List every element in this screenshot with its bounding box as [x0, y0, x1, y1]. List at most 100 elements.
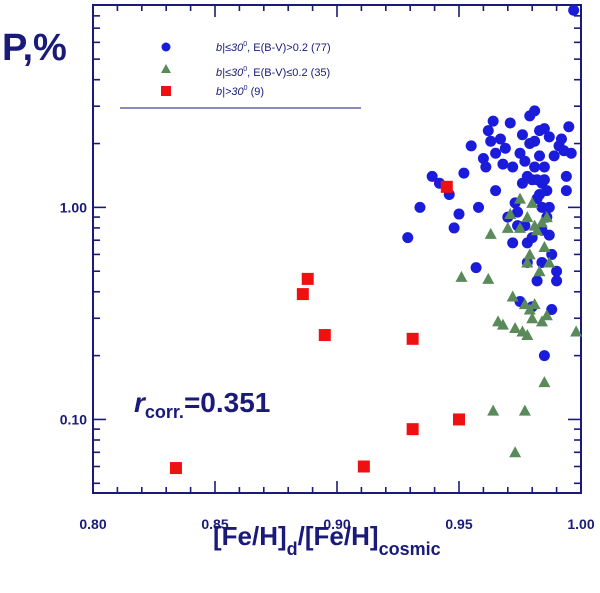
data-point-triangle — [526, 312, 539, 324]
data-point-circle — [470, 262, 482, 274]
data-point-triangle — [538, 376, 551, 388]
data-point-square — [169, 462, 182, 475]
data-points — [169, 4, 583, 475]
data-point-circle — [458, 167, 470, 179]
data-point-triangle — [526, 196, 539, 208]
data-point-circle — [538, 161, 550, 173]
data-point-triangle — [484, 227, 497, 239]
x-axis-label: [Fe/H]d/[Fe/H]cosmic — [213, 521, 441, 559]
data-point-circle — [551, 275, 563, 287]
data-point-circle — [529, 105, 541, 117]
x-tick-label: 0.90 — [323, 516, 350, 532]
data-point-circle — [534, 150, 546, 162]
data-point-square — [406, 332, 419, 345]
data-point-triangle — [504, 208, 517, 220]
x-tick-label: 0.85 — [201, 516, 228, 532]
data-point-circle — [555, 133, 567, 145]
data-point-circle — [560, 170, 572, 182]
data-point-triangle — [535, 315, 548, 327]
data-point-triangle — [521, 211, 534, 223]
data-point-square — [296, 288, 309, 301]
data-point-circle — [551, 265, 563, 277]
legend-marker-circle — [161, 42, 171, 52]
legend-marker-square — [161, 86, 171, 96]
data-point-circle — [543, 131, 555, 143]
data-point-circle — [538, 350, 550, 362]
data-point-circle — [543, 229, 555, 241]
data-point-circle — [568, 4, 580, 16]
data-point-circle — [426, 170, 438, 182]
data-point-circle — [565, 147, 577, 159]
data-point-square — [357, 460, 370, 473]
y-tick-label: 0.10 — [60, 411, 87, 427]
data-point-circle — [512, 206, 524, 218]
data-point-circle — [465, 140, 477, 152]
data-point-circle — [531, 275, 543, 287]
x-tick-label: 0.95 — [445, 516, 472, 532]
data-point-circle — [546, 303, 558, 315]
data-point-triangle — [506, 290, 519, 302]
data-point-triangle — [521, 329, 534, 341]
data-point-square — [440, 180, 453, 193]
x-tick-label: 0.80 — [79, 516, 106, 532]
data-point-circle — [487, 115, 499, 127]
data-point-triangle — [496, 318, 509, 330]
data-point-circle — [560, 185, 572, 197]
data-point-circle — [448, 222, 460, 234]
data-point-triangle — [523, 248, 536, 260]
data-point-circle — [548, 150, 560, 162]
data-point-triangle — [509, 446, 522, 458]
data-point-circle — [507, 237, 519, 249]
data-point-triangle — [570, 325, 583, 337]
legend-marker-triangle — [161, 64, 171, 73]
legend-entry-1: b|≤300, E(B-V)>0.2 (77) — [216, 41, 331, 54]
data-point-circle — [507, 161, 519, 173]
data-point-triangle — [487, 404, 500, 416]
data-point-triangle — [533, 265, 546, 277]
data-point-circle — [490, 147, 502, 159]
data-point-circle — [499, 142, 511, 154]
data-point-triangle — [543, 256, 556, 268]
data-point-circle — [541, 185, 553, 197]
data-point-circle — [485, 135, 497, 147]
data-point-triangle — [540, 309, 553, 321]
data-point-circle — [482, 125, 494, 137]
data-point-triangle — [509, 321, 522, 333]
data-point-triangle — [455, 270, 468, 282]
data-point-circle — [529, 161, 541, 173]
data-point-triangle — [518, 298, 531, 310]
data-point-triangle — [482, 272, 495, 284]
data-point-circle — [519, 155, 531, 167]
data-point-circle — [414, 201, 426, 213]
data-point-triangle — [538, 241, 551, 253]
data-point-triangle — [501, 221, 514, 233]
data-point-circle — [494, 133, 506, 145]
data-point-triangle — [540, 211, 553, 223]
data-point-triangle — [531, 224, 544, 236]
data-point-circle — [473, 201, 485, 213]
data-point-square — [453, 413, 465, 426]
data-point-square — [301, 272, 314, 285]
data-point-circle — [453, 208, 465, 220]
legend-entry-2: b|≤300, E(B-V)≤0.2 (35) — [216, 66, 330, 79]
x-tick-label: 1.00 — [567, 516, 594, 532]
y-axis-label: P,% — [2, 27, 67, 69]
data-point-circle — [490, 185, 502, 197]
data-point-circle — [529, 135, 541, 147]
data-point-triangle — [528, 298, 541, 310]
data-point-circle — [563, 121, 575, 133]
data-point-triangle — [521, 256, 534, 268]
legend: b|≤300, E(B-V)>0.2 (77) b|≤300, E(B-V)≤0… — [120, 41, 361, 109]
data-point-circle — [543, 201, 555, 213]
data-point-circle — [538, 123, 550, 135]
data-point-triangle — [514, 192, 526, 204]
data-point-circle — [477, 153, 489, 165]
axis-ticks: 0.10 1.00 0.80 0.85 0.90 0.95 1.00 — [60, 4, 595, 532]
data-point-triangle — [518, 404, 531, 416]
data-point-circle — [514, 147, 526, 159]
legend-entry-3: b|>300 (9) — [216, 85, 264, 98]
data-point-square — [318, 329, 331, 342]
data-point-circle — [538, 174, 550, 186]
data-point-circle — [497, 158, 509, 170]
